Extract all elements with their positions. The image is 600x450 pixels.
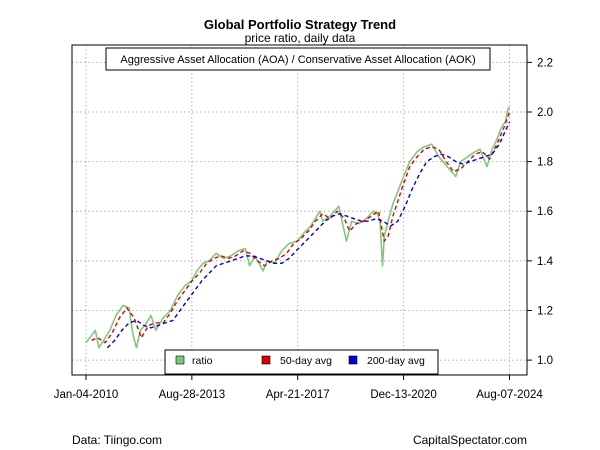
plot-frame [71, 44, 528, 376]
y-axis: 1.0 1.2 1.4 1.6 1.8 2.0 2.2 [527, 57, 554, 367]
legend-label-ratio: ratio [192, 355, 213, 367]
legend-frame [164, 349, 439, 375]
chart-subtitle: price ratio, daily data [245, 31, 356, 45]
series-line-ratio [85, 106, 511, 349]
y-tick-label: 1.8 [537, 157, 553, 169]
annotation-text: Aggressive Asset Allocation (AOA) / Cons… [120, 54, 475, 66]
footer-source: Data: Tiingo.com [72, 433, 162, 447]
annotation-frame [105, 47, 491, 71]
legend-label-ma50: 50-day avg [280, 355, 332, 367]
chart-title: Global Portfolio Strategy Trend [204, 17, 396, 32]
x-tick-label: Jan-04-2010 [54, 389, 119, 401]
y-tick-label: 2.2 [537, 57, 553, 69]
grid [72, 45, 527, 375]
legend: ratio 50-day avg 200-day avg [164, 349, 439, 375]
x-tick-label: Apr-21-2017 [266, 389, 330, 401]
x-tick-label: Dec-13-2020 [370, 389, 436, 401]
series-line-ma200 [106, 121, 511, 349]
legend-swatch-ratio [175, 355, 185, 365]
legend-swatch-ma200 [348, 355, 358, 365]
x-tick-label: Aug-07-2024 [476, 389, 543, 401]
legend-label-ma200: 200-day avg [367, 355, 425, 367]
x-tick-label: Aug-28-2013 [159, 389, 226, 401]
annotation-box: Aggressive Asset Allocation (AOA) / Cons… [105, 47, 491, 71]
legend-swatch-ma50 [261, 355, 271, 365]
y-tick-label: 2.0 [537, 107, 553, 119]
series-line-ma50 [91, 111, 511, 344]
y-tick-label: 1.0 [537, 355, 553, 367]
series-layer [85, 106, 511, 349]
x-axis: Jan-04-2010 Aug-28-2013 Apr-21-2017 Dec-13-… [54, 375, 543, 401]
y-tick-label: 1.4 [537, 256, 554, 268]
y-tick-label: 1.6 [537, 206, 553, 218]
footer-credit: CapitalSpectator.com [413, 433, 527, 447]
y-tick-label: 1.2 [537, 305, 553, 317]
